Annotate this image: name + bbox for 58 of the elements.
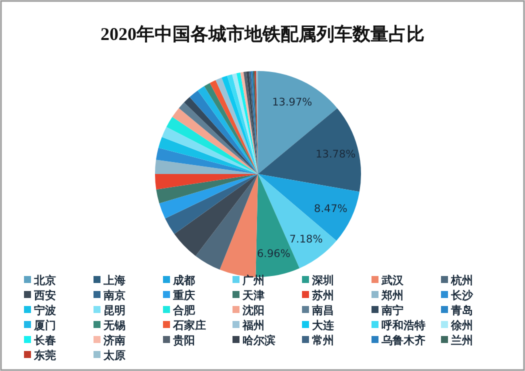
pie-slice (156, 174, 258, 204)
legend-label: 青岛 (450, 304, 473, 317)
pie-slice (227, 74, 258, 174)
pie-slice (243, 72, 258, 174)
legend-label: 厦门 (33, 319, 56, 332)
legend-label: 杭州 (450, 274, 473, 287)
legend-label: 长春 (33, 334, 56, 347)
legend-label: 贵阳 (172, 334, 195, 347)
pie-slice (258, 108, 361, 192)
legend-label: 无锡 (102, 319, 126, 332)
legend-label: 大连 (312, 319, 335, 332)
pie-slice (236, 72, 258, 174)
legend-label: 郑州 (380, 289, 404, 302)
legend-label: 沈阳 (242, 304, 264, 317)
legend-label: 上海 (102, 274, 126, 287)
legend-label: 广州 (242, 274, 264, 287)
data-label: 7.18% (289, 233, 323, 246)
legend-label: 北京 (33, 274, 56, 287)
legend-label: 石家庄 (172, 319, 206, 332)
legend-label: 合肥 (172, 304, 196, 317)
legend-label: 乌鲁木齐 (380, 334, 426, 347)
legend-label: 南宁 (380, 304, 404, 317)
pie-slice (155, 174, 258, 190)
data-label: 6.96% (256, 248, 290, 260)
legend-label: 苏州 (311, 289, 334, 302)
legend-label: 东莞 (33, 349, 56, 362)
legend-label: 徐州 (450, 319, 473, 332)
legend-label: 济南 (102, 334, 126, 347)
legend-label: 兰州 (450, 334, 473, 347)
legend-label: 天津 (242, 289, 264, 302)
pie-slice (162, 126, 258, 174)
legend-label: 哈尔滨 (242, 334, 276, 347)
legend-label: 深圳 (311, 274, 334, 287)
pie-slice (165, 174, 258, 234)
legend-label: 呼和浩特 (382, 319, 426, 332)
pie-slice (248, 71, 258, 174)
pie-slice (196, 174, 258, 270)
pie-slice (155, 160, 258, 174)
data-label: 13.78% (316, 148, 356, 160)
legend-label: 太原 (102, 349, 126, 362)
chart-title: 2020年中国各城市地铁配属列车数量占比 (100, 24, 424, 44)
legend-label: 成都 (172, 274, 195, 287)
pie-slice (246, 71, 258, 174)
legend-label: 长沙 (450, 289, 474, 302)
legend-label: 宁波 (34, 304, 57, 317)
data-label: 8.47% (314, 203, 348, 216)
pie-slice (250, 71, 258, 174)
legend-label: 南京 (102, 289, 126, 302)
data-label: 13.97% (272, 96, 312, 108)
legend-label: 重庆 (172, 289, 195, 302)
legend-label: 武汉 (380, 274, 404, 287)
legend-label: 南昌 (311, 304, 334, 317)
legend-label: 昆明 (104, 304, 126, 317)
legend-label: 常州 (312, 334, 334, 347)
pie-slice (166, 116, 258, 174)
legend-label: 福州 (242, 319, 264, 332)
pie-slice (156, 148, 258, 174)
legend-label: 西安 (33, 289, 56, 302)
